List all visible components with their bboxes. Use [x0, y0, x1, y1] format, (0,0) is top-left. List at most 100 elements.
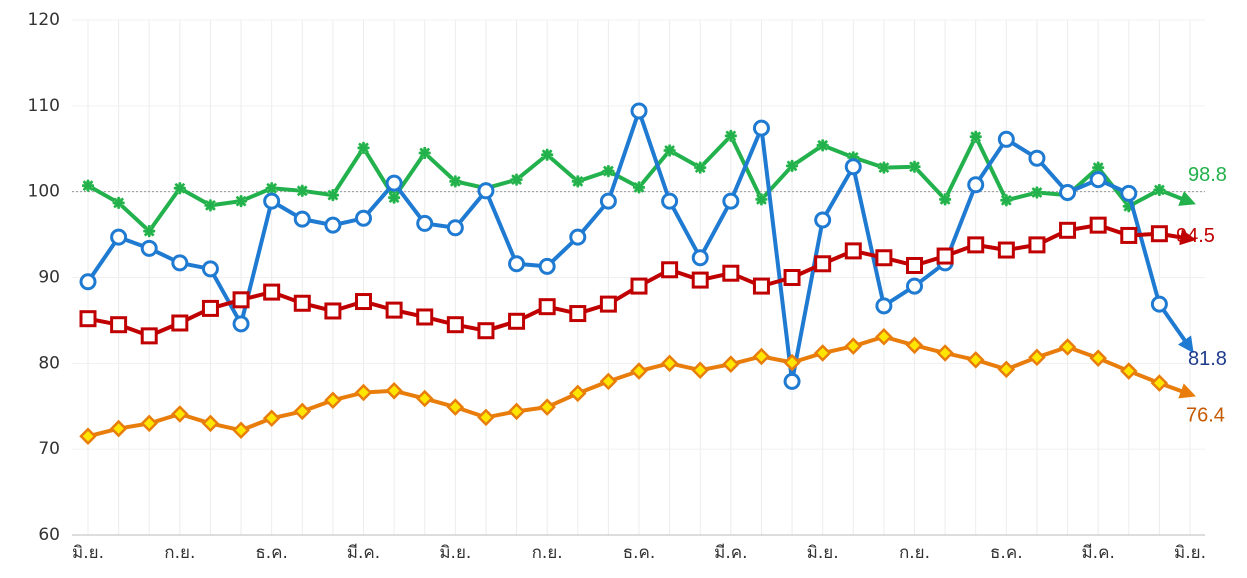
point: [814, 255, 832, 273]
point: [296, 184, 309, 197]
point: [722, 355, 740, 373]
point: [906, 256, 923, 274]
point: [786, 159, 799, 172]
point: [847, 151, 860, 164]
point: [783, 353, 801, 372]
point: [752, 277, 770, 295]
point: [171, 314, 189, 332]
point: [1153, 183, 1166, 196]
point: [112, 196, 125, 209]
point: [235, 195, 248, 208]
point: [633, 181, 645, 194]
y-tick-label: 120: [28, 10, 60, 30]
y-tick-label: 100: [28, 182, 60, 202]
end-value-label: 81.8: [1188, 348, 1227, 370]
x-tick-label: มี.ค.: [1081, 543, 1114, 563]
point: [354, 383, 373, 402]
x-tick-label: มิ.ย.: [72, 543, 104, 563]
point: [293, 210, 311, 228]
point: [357, 141, 370, 154]
point: [418, 147, 431, 160]
point: [477, 322, 495, 340]
point: [204, 199, 217, 212]
point: [385, 174, 403, 192]
point: [446, 316, 464, 334]
point: [936, 247, 954, 265]
point: [171, 405, 189, 423]
point: [173, 182, 186, 195]
point: [1030, 186, 1043, 199]
point: [1000, 194, 1013, 207]
point: [416, 308, 434, 326]
point: [752, 119, 770, 137]
point: [694, 161, 707, 174]
point: [1059, 184, 1077, 202]
point: [201, 414, 220, 433]
point: [449, 175, 462, 188]
point: [571, 175, 584, 188]
point: [844, 242, 862, 260]
point: [1089, 216, 1107, 234]
point: [936, 344, 954, 362]
point: [232, 315, 250, 333]
point: [143, 225, 156, 238]
point: [82, 179, 94, 192]
point: [569, 228, 587, 246]
point: [324, 302, 342, 320]
point: [507, 402, 526, 421]
point: [755, 193, 768, 206]
point: [813, 344, 832, 362]
point: [538, 257, 556, 275]
point: [510, 173, 523, 186]
point: [1120, 362, 1138, 380]
point: [1092, 161, 1105, 174]
point: [541, 148, 554, 161]
point: [263, 283, 281, 301]
point: [324, 216, 342, 234]
x-tick-label: ธ.ค.: [623, 543, 656, 563]
y-tick-label: 80: [38, 353, 60, 373]
point: [630, 362, 648, 380]
point: [602, 165, 615, 178]
point: [79, 427, 97, 446]
point: [1089, 349, 1107, 367]
point: [691, 249, 709, 267]
point: [905, 336, 924, 355]
point: [599, 295, 617, 313]
point: [1028, 348, 1046, 367]
end-value-label: 76.4: [1186, 405, 1225, 427]
point: [508, 255, 526, 273]
point: [477, 408, 495, 427]
point: [783, 372, 801, 390]
point: [630, 102, 648, 120]
x-tick-label: มี.ค.: [714, 543, 747, 563]
x-tick-label: ธ.ค.: [255, 543, 288, 563]
point: [171, 254, 189, 272]
point: [691, 361, 709, 379]
point: [446, 219, 464, 237]
point: [1150, 374, 1169, 392]
x-tick-label: มิ.ย.: [807, 543, 839, 563]
point: [967, 176, 985, 194]
point: [661, 261, 679, 279]
point: [140, 327, 158, 345]
point: [1122, 200, 1135, 213]
point: [875, 327, 893, 346]
point: [783, 269, 801, 286]
point: [355, 209, 372, 227]
point: [875, 249, 893, 267]
point: [722, 264, 740, 282]
point: [967, 236, 985, 254]
point: [877, 161, 890, 174]
point: [569, 305, 587, 323]
point: [844, 158, 862, 176]
point: [1120, 184, 1138, 202]
point: [538, 298, 556, 316]
point: [969, 130, 982, 143]
point: [355, 293, 372, 311]
point: [663, 144, 676, 157]
point: [110, 316, 128, 334]
point: [1089, 171, 1107, 189]
end-value-label: 98.8: [1188, 164, 1227, 186]
point: [908, 160, 921, 173]
